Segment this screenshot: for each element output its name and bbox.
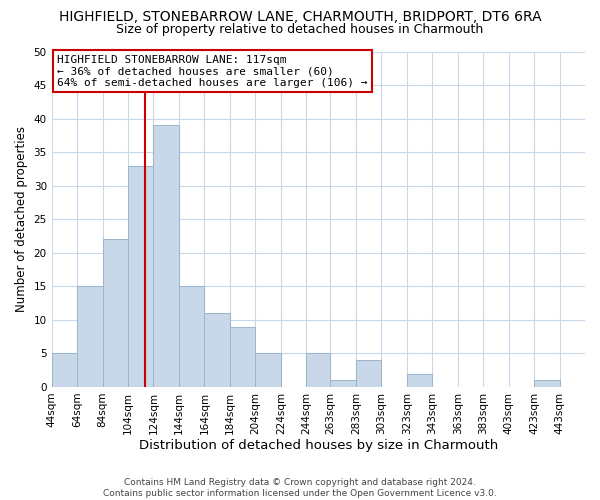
Bar — [205, 313, 230, 387]
X-axis label: Distribution of detached houses by size in Charmouth: Distribution of detached houses by size … — [139, 440, 498, 452]
Bar — [154, 126, 179, 387]
Bar — [128, 166, 154, 387]
Bar — [356, 360, 382, 387]
Bar — [52, 354, 77, 387]
Bar — [103, 240, 128, 387]
Bar — [256, 354, 281, 387]
Bar — [534, 380, 560, 387]
Text: Contains HM Land Registry data © Crown copyright and database right 2024.
Contai: Contains HM Land Registry data © Crown c… — [103, 478, 497, 498]
Bar — [230, 326, 256, 387]
Bar — [306, 354, 331, 387]
Bar — [331, 380, 356, 387]
Y-axis label: Number of detached properties: Number of detached properties — [15, 126, 28, 312]
Bar — [407, 374, 432, 387]
Text: HIGHFIELD STONEBARROW LANE: 117sqm
← 36% of detached houses are smaller (60)
64%: HIGHFIELD STONEBARROW LANE: 117sqm ← 36%… — [57, 55, 367, 88]
Bar — [179, 286, 205, 387]
Bar — [77, 286, 103, 387]
Text: Size of property relative to detached houses in Charmouth: Size of property relative to detached ho… — [116, 22, 484, 36]
Text: HIGHFIELD, STONEBARROW LANE, CHARMOUTH, BRIDPORT, DT6 6RA: HIGHFIELD, STONEBARROW LANE, CHARMOUTH, … — [59, 10, 541, 24]
